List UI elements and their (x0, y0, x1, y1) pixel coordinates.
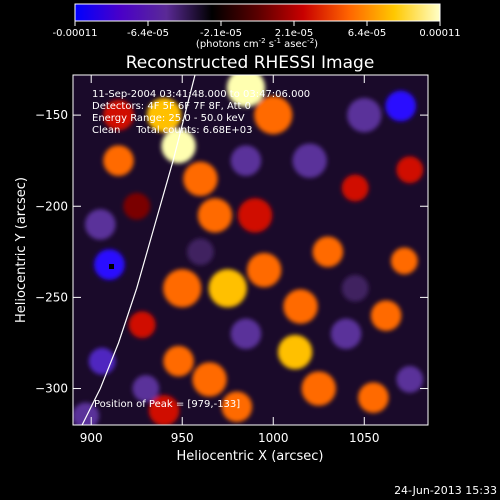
negative-emission-blob (187, 238, 214, 266)
colorbar-tick-label: -0.00011 (53, 28, 98, 39)
negative-emission-blob (385, 90, 416, 122)
x-tick-label: 900 (80, 431, 103, 445)
positive-emission-blob (123, 192, 151, 220)
positive-emission-blob (283, 289, 318, 324)
image-background (73, 75, 428, 425)
negative-emission-blob (73, 402, 100, 425)
colorbar-units-asec: asec (281, 39, 307, 50)
y-tick-label: −150 (35, 108, 68, 122)
colorbar-tick-label: 2.1e-05 (275, 28, 313, 39)
positive-emission-blob (390, 247, 418, 275)
negative-emission-blob (85, 209, 116, 240)
colorbar-units-s: s (266, 39, 274, 50)
colorbar-units-exp: -2 (307, 37, 314, 45)
footer-date: 24-Jun-2013 15:33 (394, 484, 497, 497)
annotation-energy: Energy Range: 25.0 - 50.0 keV (92, 113, 245, 124)
colorbar-ticks: -0.00011 -6.4e-05 -2.1e-05 2.1e-05 6.4e-05 0.… (53, 21, 461, 39)
colorbar-units: (photons cm-2 s-1 asec-2) (196, 37, 318, 50)
positive-emission-blob (183, 161, 218, 197)
positive-emission-blob (128, 311, 156, 339)
annotation-counts: Clean Total counts: 6.68E+03 (92, 125, 252, 136)
positive-emission-blob (161, 128, 196, 164)
solar-limb-line (81, 75, 196, 425)
colorbar-tick-label: -2.1e-05 (200, 28, 242, 39)
positive-emission-blob (221, 391, 253, 423)
positive-emission-blob (226, 75, 266, 107)
positive-emission-blob (146, 97, 182, 133)
peak-marker (109, 264, 114, 269)
negative-emission-blob (132, 375, 160, 402)
colorbar-units-exp: -1 (274, 37, 281, 45)
annotation-detectors: Detectors: 4F 5F 6F 7F 8F, Att 0 (92, 101, 251, 112)
positive-emission-blob (148, 395, 180, 425)
peak-label: Position of Peak = [979,-133] (94, 399, 240, 410)
x-axis-title: Heliocentric X (arcsec) (177, 449, 324, 464)
positive-emission-blob (341, 174, 369, 202)
positive-emission-blob (192, 362, 227, 397)
intensity-blobs (73, 75, 424, 425)
positive-emission-blob (396, 156, 424, 184)
negative-emission-blob (341, 274, 369, 302)
positive-emission-blob (163, 345, 194, 377)
x-tick-label: 1050 (349, 431, 380, 445)
colorbar-units-close: ) (314, 39, 318, 50)
positive-emission-blob (301, 371, 336, 406)
positive-emission-blob (237, 198, 273, 233)
annotation-block: 11-Sep-2004 03:41:48.000 to 03:47:06.000… (92, 89, 310, 410)
colorbar-strip (74, 3, 441, 22)
annotation-time: 11-Sep-2004 03:41:48.000 to 03:47:06.000 (92, 89, 310, 100)
y-axis-title: Heliocentric Y (arcsec) (14, 177, 29, 323)
x-tick-label: 950 (171, 431, 194, 445)
negative-emission-blob (292, 143, 327, 178)
negative-emission-blob (230, 145, 262, 176)
positive-emission-blob (163, 269, 202, 308)
positive-emission-blob (277, 334, 313, 370)
negative-emission-blob (347, 97, 382, 133)
y-tick-label: −300 (35, 382, 68, 396)
negative-emission-blob (330, 318, 362, 350)
positive-emission-blob (370, 300, 402, 331)
plot-frame (72, 74, 429, 426)
positive-emission-blob (103, 99, 134, 131)
colorbar-tick-label: 6.4e-05 (348, 28, 386, 39)
positive-emission-blob (103, 145, 134, 176)
y-axis-ticks: −300 −250 −200 −150 (35, 108, 428, 396)
x-axis-ticks: 900 950 1000 1050 (80, 75, 380, 445)
positive-emission-blob (312, 236, 344, 268)
colorbar-tick-label: -6.4e-05 (127, 28, 169, 39)
chart-title: Reconstructed RHESSI Image (126, 53, 375, 73)
positive-emission-blob (254, 95, 293, 135)
negative-emission-blob (396, 366, 424, 393)
positive-emission-blob (197, 198, 233, 233)
y-tick-label: −250 (35, 290, 68, 304)
colorbar-units-exp: -2 (259, 37, 266, 45)
colorbar-tick-label: 0.00011 (419, 28, 460, 39)
negative-emission-blob (230, 318, 262, 350)
colorbar: -0.00011 -6.4e-05 -2.1e-05 2.1e-05 6.4e-05 0.… (53, 3, 461, 50)
positive-emission-blob (358, 382, 389, 413)
positive-emission-blob (246, 252, 282, 288)
image-map (73, 75, 428, 425)
y-tick-label: −200 (35, 199, 68, 213)
x-tick-label: 1000 (258, 431, 289, 445)
colorbar-units-text: (photons cm (196, 39, 259, 50)
positive-emission-blob (208, 269, 247, 308)
